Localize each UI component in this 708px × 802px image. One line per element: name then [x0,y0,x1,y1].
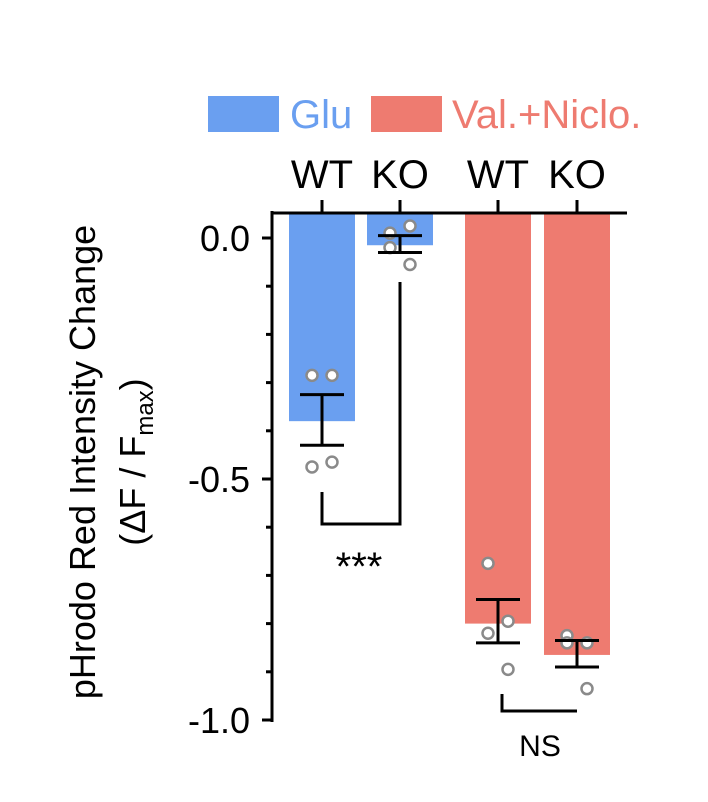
legend-label-0: Glu [290,93,352,137]
data-point-0-0 [305,368,319,383]
y-axis-label-unit: (ΔF / Fmax) [112,378,159,545]
y-unit-prefix: (ΔF / F [112,436,153,546]
data-point-0-2 [305,460,319,474]
significance-bracket [320,282,402,526]
category-labels: WT KO WT KO [291,153,606,197]
y-unit-suffix: ) [112,378,153,390]
y-axis-label: pHrodo Red Intensity Change [62,225,103,699]
bar-2 [465,214,531,624]
axes: 0.0 -0.5 -1.0 [188,200,627,741]
y-unit-subscript: max [132,390,159,435]
data-point-2-1 [501,614,515,628]
bars [289,214,610,655]
data-points [305,219,594,696]
legend-swatch-1 [371,96,442,132]
legend-swatch-0 [208,96,279,132]
data-point-2-0 [481,556,495,571]
category-label-2: WT [467,153,529,197]
legend-label-1: Val.+Niclo. [452,93,641,137]
significance-label: *** [336,545,383,589]
y-tick-label-0: 0.0 [200,218,250,259]
bar-0 [289,214,355,422]
data-point-0-3 [325,455,339,469]
data-point-3-3 [580,681,594,696]
data-point-2-3 [501,662,515,677]
error-bars [300,234,599,669]
data-point-1-1 [403,219,417,233]
data-point-2-2 [481,626,495,640]
data-point-0-1 [325,368,339,383]
category-label-0: WT [291,153,353,197]
ns-label: NS [519,730,561,763]
legend: Glu Val.+Niclo. [208,93,641,137]
category-label-3: KO [548,153,606,197]
category-label-1: KO [371,153,429,197]
bar-3 [544,214,610,655]
data-point-1-3 [403,257,417,272]
annotations: *** NS [320,282,577,763]
y-tick-label-2: -1.0 [188,700,250,741]
ns-bracket [500,694,577,713]
y-tick-label-1: -0.5 [188,459,250,500]
